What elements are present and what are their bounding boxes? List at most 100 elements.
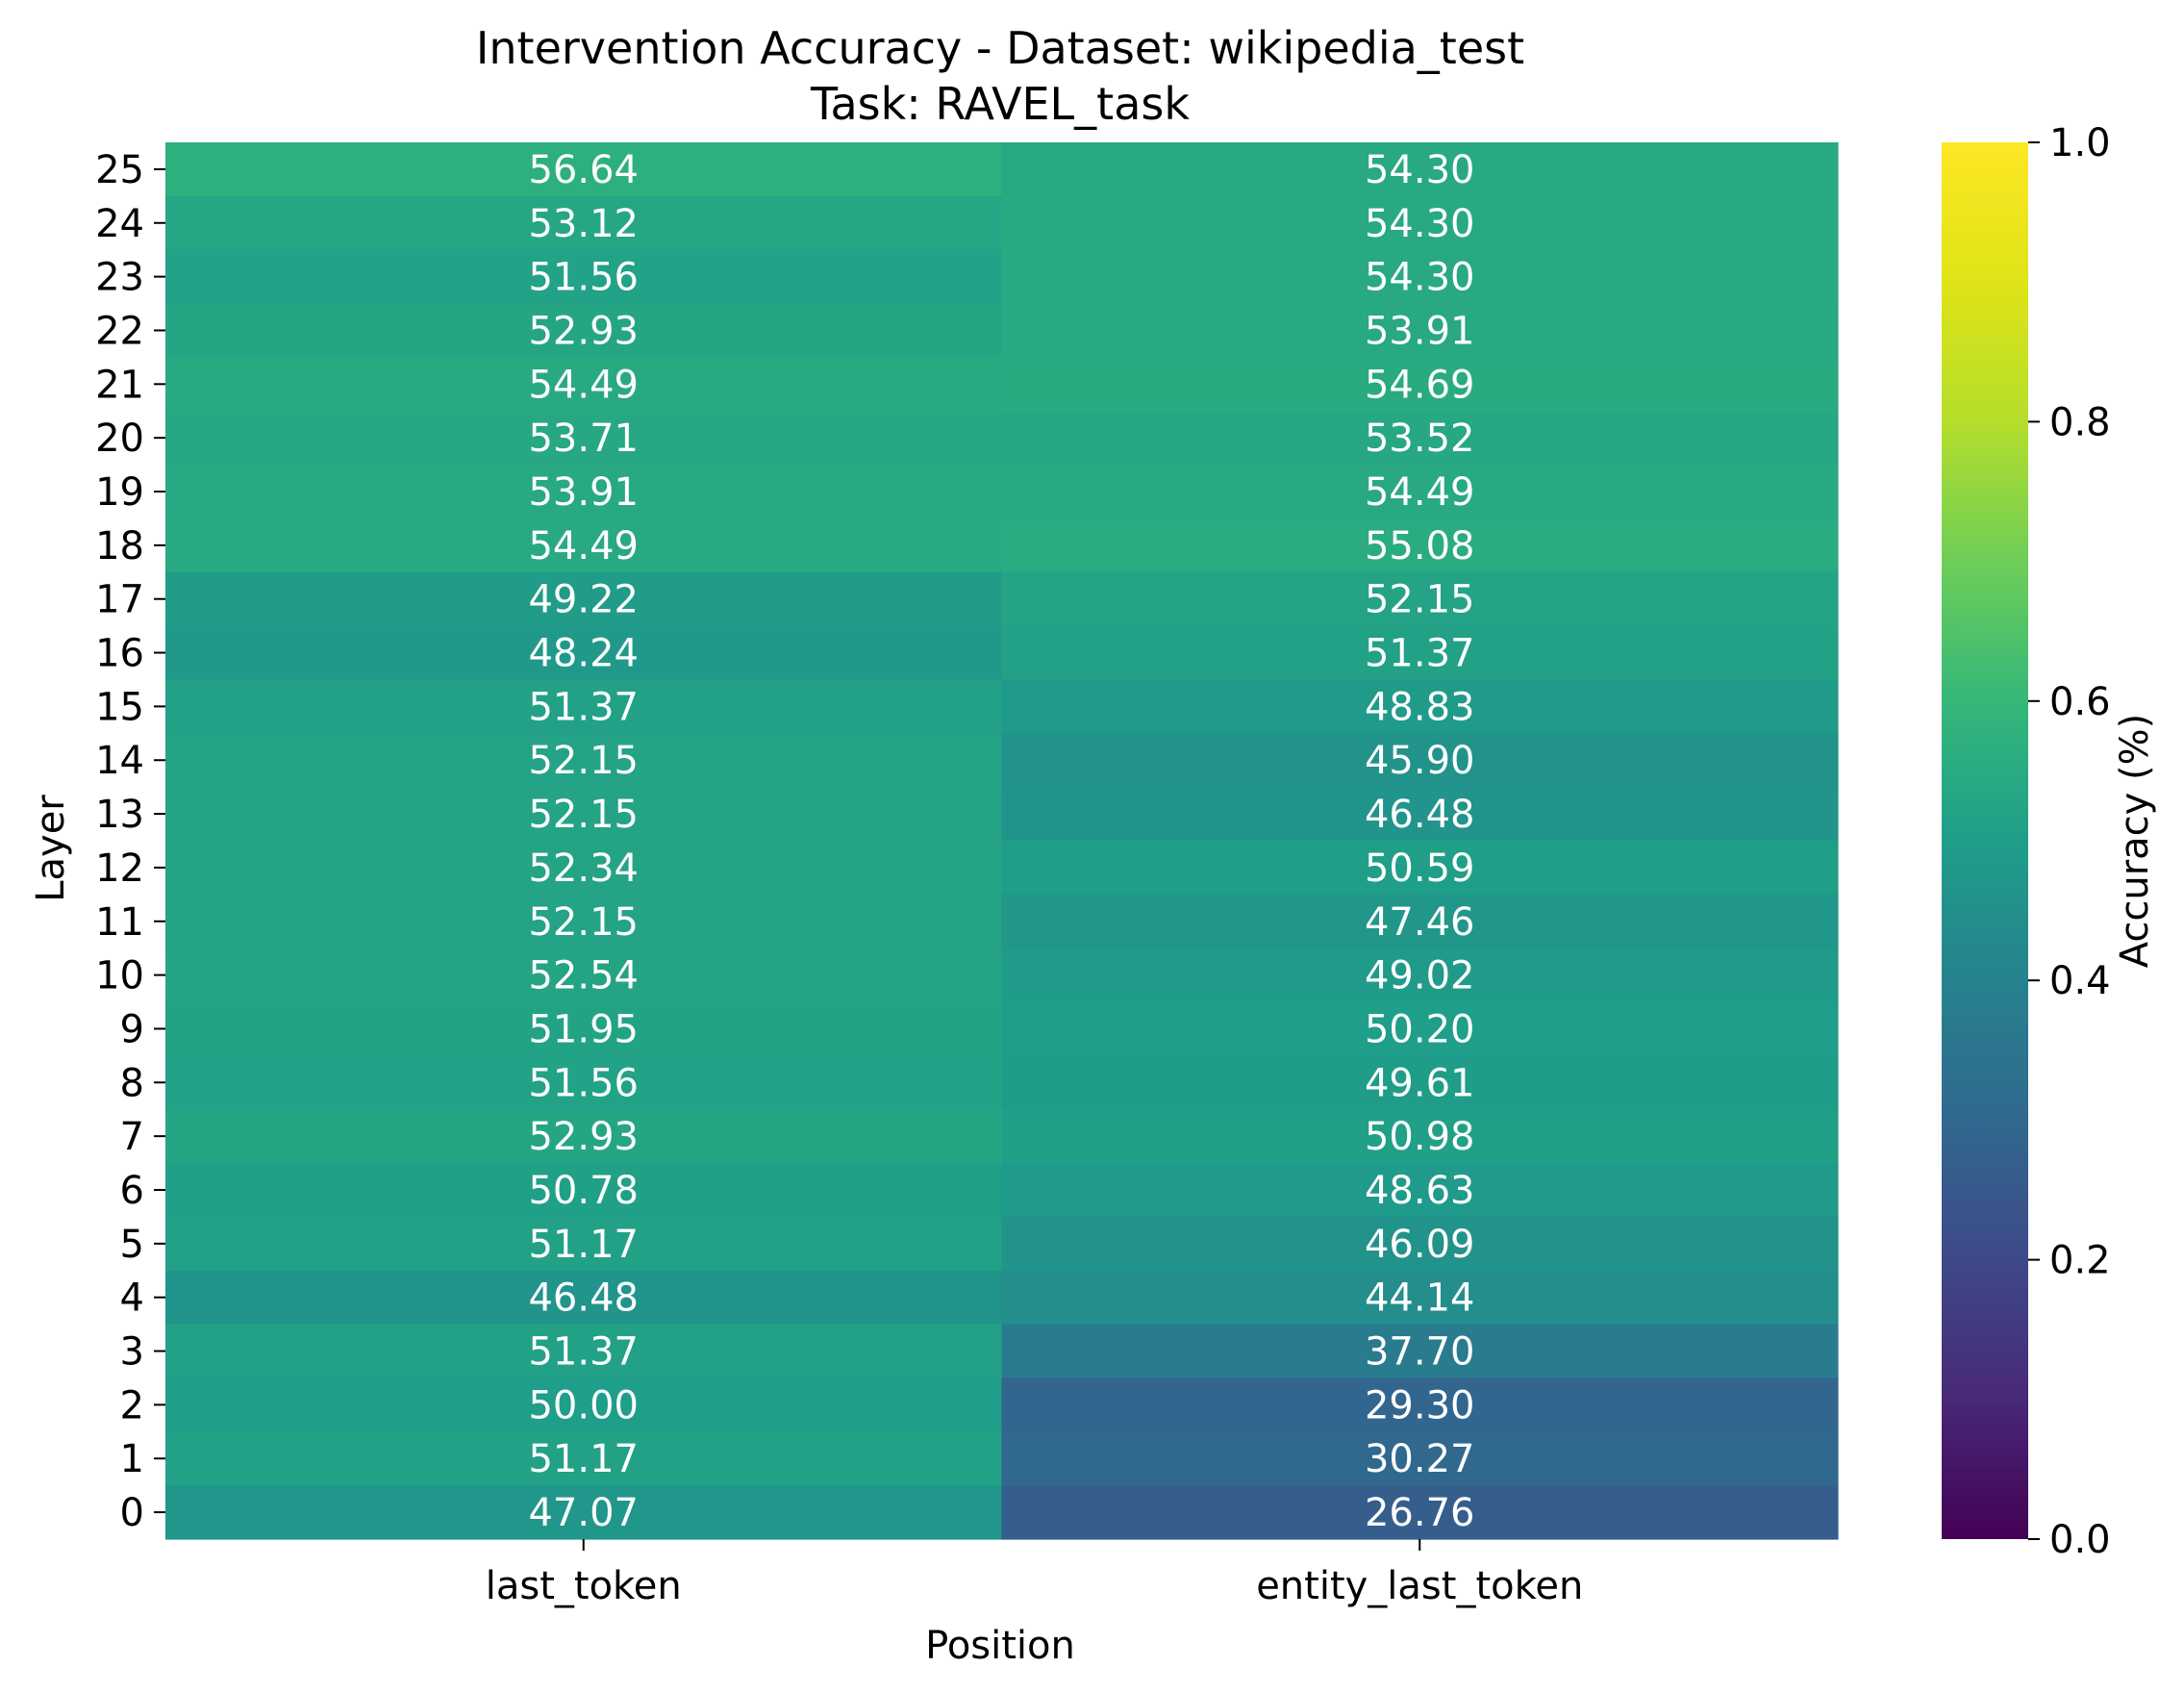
heatmap-cell <box>1001 733 1839 788</box>
cell-value-label: 53.71 <box>528 417 639 461</box>
heatmap-cell <box>165 1377 1003 1432</box>
y-axis-ticks: 2524232221201918171615141312111098765432… <box>95 148 165 1535</box>
cell-value-label: 50.78 <box>528 1169 639 1213</box>
y-axis-label: Layer <box>29 795 73 902</box>
cell-value-label: 52.93 <box>528 309 639 353</box>
cell-value-label: 53.52 <box>1365 417 1475 461</box>
y-tick-label: 17 <box>95 578 144 622</box>
heatmap-cell <box>1001 787 1839 842</box>
cell-value-label: 46.09 <box>1365 1223 1475 1267</box>
cell-value-label: 54.69 <box>1365 363 1475 407</box>
y-tick-label: 13 <box>95 793 144 837</box>
cell-value-label: 54.49 <box>1365 470 1475 515</box>
cell-value-label: 50.20 <box>1365 1007 1475 1051</box>
heatmap-cell <box>1001 357 1839 412</box>
y-tick-label: 3 <box>120 1330 144 1375</box>
y-tick-label: 20 <box>95 417 144 461</box>
cell-value-label: 52.34 <box>528 846 639 891</box>
heatmap-cell <box>1001 948 1839 1003</box>
colorbar-label: Accuracy (%) <box>2113 714 2157 969</box>
cell-value-label: 51.56 <box>528 1061 639 1105</box>
cell-value-label: 51.17 <box>528 1437 639 1481</box>
cell-value-label: 26.76 <box>1365 1491 1475 1535</box>
cell-value-label: 50.00 <box>528 1383 639 1428</box>
cell-value-label: 48.63 <box>1365 1169 1475 1213</box>
y-tick-label: 24 <box>95 202 144 246</box>
heatmap-cell <box>1001 195 1839 251</box>
cell-value-label: 53.91 <box>528 470 639 515</box>
cell-value-label: 54.49 <box>528 524 639 569</box>
colorbar-tick-label: 0.6 <box>2049 680 2111 724</box>
y-tick-label: 19 <box>95 470 144 515</box>
y-tick-label: 21 <box>95 363 144 407</box>
chart-title: Intervention Accuracy - Dataset: wikiped… <box>476 22 1524 74</box>
heatmap-cell <box>165 1431 1003 1486</box>
heatmap-cell <box>165 1055 1003 1110</box>
y-tick-label: 7 <box>120 1115 144 1159</box>
y-tick-label: 9 <box>120 1007 144 1051</box>
cell-value-label: 52.93 <box>528 1115 639 1159</box>
x-tick-label: entity_last_token <box>1256 1564 1583 1608</box>
heatmap-cell <box>165 841 1003 896</box>
heatmap-cell <box>1001 894 1839 949</box>
cell-value-label: 51.37 <box>528 1330 639 1375</box>
y-tick-label: 4 <box>120 1276 144 1321</box>
cell-value-label: 48.24 <box>528 632 639 676</box>
heatmap-cell <box>165 679 1003 734</box>
cell-value-label: 47.07 <box>528 1491 639 1535</box>
colorbar <box>1942 142 2028 1539</box>
heatmap-cell <box>1001 625 1839 681</box>
heatmap-cell <box>1001 249 1839 305</box>
heatmap-cell <box>165 571 1003 627</box>
cell-value-label: 51.37 <box>528 685 639 729</box>
heatmap-cell <box>165 518 1003 573</box>
heatmap-cell <box>165 411 1003 466</box>
heatmap-cell <box>1001 1377 1839 1432</box>
heatmap-cell <box>165 249 1003 305</box>
heatmap-cell <box>1001 1324 1839 1379</box>
heatmap-cell <box>165 948 1003 1003</box>
cell-value-label: 29.30 <box>1365 1383 1475 1428</box>
chart-subtitle: Task: RAVEL_task <box>810 78 1190 130</box>
colorbar-tick-label: 0.4 <box>2049 959 2111 1003</box>
heatmap-cell <box>165 195 1003 251</box>
cell-value-label: 51.17 <box>528 1223 639 1267</box>
y-tick-label: 1 <box>120 1437 144 1481</box>
y-tick-label: 15 <box>95 685 144 729</box>
cell-value-label: 49.61 <box>1365 1061 1475 1105</box>
y-tick-label: 25 <box>95 148 144 192</box>
y-tick-label: 22 <box>95 309 144 353</box>
x-axis-ticks: last_token entity_last_token <box>486 1539 1583 1608</box>
cell-value-label: 48.83 <box>1365 685 1475 729</box>
cell-value-label: 50.98 <box>1365 1115 1475 1159</box>
cell-value-label: 37.70 <box>1365 1330 1475 1375</box>
heatmap-cell <box>165 1270 1003 1326</box>
y-tick-label: 0 <box>120 1491 144 1535</box>
y-tick-label: 14 <box>95 739 144 783</box>
cell-value-label: 56.64 <box>528 148 639 192</box>
heatmap-cell <box>1001 411 1839 466</box>
y-tick-label: 16 <box>95 632 144 676</box>
cell-value-label: 53.91 <box>1365 309 1475 353</box>
heatmap-cell <box>1001 1270 1839 1326</box>
heatmap-cell <box>165 733 1003 788</box>
cell-value-label: 52.15 <box>1365 578 1475 622</box>
cell-value-label: 30.27 <box>1365 1437 1475 1481</box>
x-tick-label: last_token <box>486 1564 682 1608</box>
x-axis-label: Position <box>925 1624 1075 1668</box>
heatmap-cell <box>165 1163 1003 1218</box>
heatmap-cell <box>1001 679 1839 734</box>
heatmap-cell <box>165 142 1003 197</box>
heatmap-cell <box>165 1001 1003 1056</box>
cell-value-label: 50.59 <box>1365 846 1475 891</box>
heatmap-cell <box>1001 1109 1839 1164</box>
cell-value-label: 53.12 <box>528 202 639 246</box>
heatmap-cell <box>165 1324 1003 1379</box>
heatmap-cell <box>165 357 1003 412</box>
cell-value-label: 55.08 <box>1365 524 1475 569</box>
heatmap-cell <box>165 787 1003 842</box>
heatmap-cell <box>1001 1431 1839 1486</box>
cell-value-label: 54.30 <box>1365 256 1475 300</box>
heatmap-cell <box>165 465 1003 519</box>
heatmap-cell <box>1001 841 1839 896</box>
